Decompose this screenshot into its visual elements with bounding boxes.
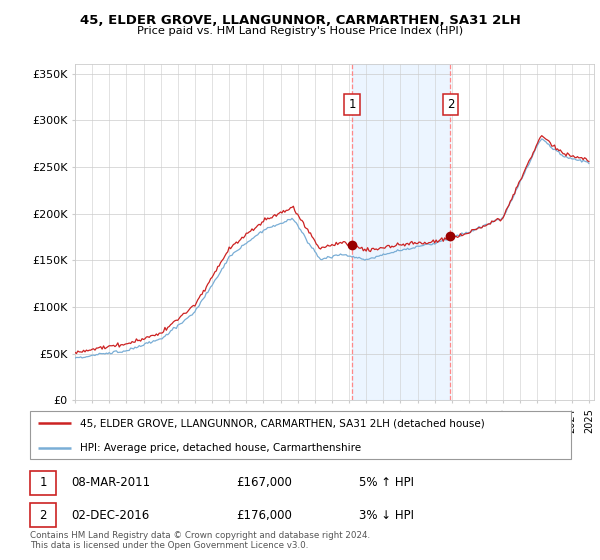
Text: 2: 2 (447, 98, 454, 111)
Text: HPI: Average price, detached house, Carmarthenshire: HPI: Average price, detached house, Carm… (80, 442, 361, 452)
Text: 5% ↑ HPI: 5% ↑ HPI (359, 477, 414, 489)
Text: £167,000: £167,000 (236, 477, 292, 489)
Text: 45, ELDER GROVE, LLANGUNNOR, CARMARTHEN, SA31 2LH: 45, ELDER GROVE, LLANGUNNOR, CARMARTHEN,… (80, 14, 520, 27)
Text: 45, ELDER GROVE, LLANGUNNOR, CARMARTHEN, SA31 2LH (detached house): 45, ELDER GROVE, LLANGUNNOR, CARMARTHEN,… (80, 418, 485, 428)
Text: Contains HM Land Registry data © Crown copyright and database right 2024.
This d: Contains HM Land Registry data © Crown c… (29, 531, 370, 550)
Text: 2: 2 (39, 508, 47, 521)
Text: 08-MAR-2011: 08-MAR-2011 (71, 477, 151, 489)
Text: 3% ↓ HPI: 3% ↓ HPI (359, 508, 414, 521)
Text: Price paid vs. HM Land Registry's House Price Index (HPI): Price paid vs. HM Land Registry's House … (137, 26, 463, 36)
FancyBboxPatch shape (29, 503, 56, 528)
Text: 1: 1 (39, 477, 47, 489)
Text: 02-DEC-2016: 02-DEC-2016 (71, 508, 149, 521)
Text: £176,000: £176,000 (236, 508, 292, 521)
FancyBboxPatch shape (29, 412, 571, 459)
FancyBboxPatch shape (29, 470, 56, 495)
Text: 1: 1 (349, 98, 356, 111)
